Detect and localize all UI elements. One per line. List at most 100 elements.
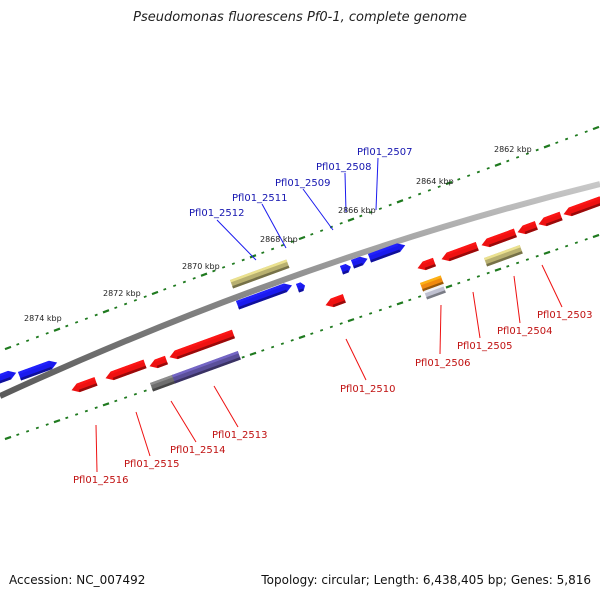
gene-body	[150, 374, 176, 392]
label-Pfl01_2509[interactable]: Pfl01_2509	[275, 178, 331, 189]
genome-title: Pseudomonas fluorescens Pf0-1, complete …	[133, 10, 467, 25]
leader-Pfl01_2508	[344, 172, 347, 213]
label-Pfl01_2504[interactable]: Pfl01_2504	[497, 326, 553, 337]
gene-lightgray-block[interactable]	[424, 284, 446, 300]
tick-mark	[143, 389, 147, 393]
gene-highlight	[236, 283, 285, 304]
gene-olive-block-upper[interactable]	[229, 259, 290, 289]
gene-red-long-left[interactable]	[168, 329, 235, 362]
tick-mark	[16, 433, 20, 436]
gene-highlight	[486, 228, 515, 241]
gene-shadow	[152, 380, 176, 392]
tick-mark	[133, 392, 138, 396]
tick-mark	[445, 284, 453, 289]
genome-backbone	[0, 181, 600, 399]
label-Pfl01_2506[interactable]: Pfl01_2506	[415, 358, 471, 369]
tick-mark	[525, 258, 530, 261]
gene-forward-left-2[interactable]	[18, 358, 59, 381]
gene-shadow	[524, 227, 538, 235]
label-Pfl01_2513[interactable]: Pfl01_2513	[212, 430, 268, 441]
kbp-label: 2864 kbp	[416, 177, 454, 186]
tick-mark	[543, 250, 551, 255]
gene-forward-left-1[interactable]	[0, 368, 18, 385]
tick-mark	[123, 302, 128, 306]
gene-red-mid-3[interactable]	[480, 228, 517, 250]
gene-purple-block[interactable]	[172, 351, 241, 384]
label-Pfl01_2511[interactable]: Pfl01_2511	[232, 193, 288, 204]
tick-mark	[494, 162, 502, 167]
gene-Pfl01_2511[interactable]	[296, 281, 307, 293]
kbp-label: 2868 kbp	[260, 235, 298, 244]
outer-tick-ring	[4, 125, 600, 351]
tick-mark	[359, 214, 363, 218]
label-Pfl01_2510[interactable]: Pfl01_2510	[340, 384, 396, 395]
tick-mark	[347, 318, 355, 323]
label-Pfl01_2503[interactable]: Pfl01_2503	[537, 310, 593, 321]
tick-mark	[319, 229, 324, 233]
label-Pfl01_2507[interactable]: Pfl01_2507	[357, 147, 413, 158]
tick-mark	[35, 426, 40, 430]
gene-Pfl01_2507[interactable]	[368, 241, 407, 263]
tick-mark	[114, 399, 118, 403]
gene-red-right-1[interactable]	[537, 211, 563, 229]
tick-mark	[53, 327, 61, 332]
gene-highlight	[422, 257, 434, 264]
gene-olive-block-right[interactable]	[484, 245, 523, 267]
gene-shadow	[448, 248, 479, 262]
gene-red-small-left[interactable]	[148, 355, 168, 371]
label-Pfl01_2512[interactable]: Pfl01_2512	[189, 208, 245, 219]
tick-mark	[290, 240, 294, 244]
tick-rings	[4, 125, 600, 441]
gene-shadow	[370, 249, 401, 263]
leader-Pfl01_2510	[345, 338, 367, 381]
tick-mark	[151, 290, 159, 296]
tick-mark	[555, 248, 559, 251]
label-Pfl01_2514[interactable]: Pfl01_2514	[170, 445, 226, 456]
gene-red-mid-1[interactable]	[416, 257, 436, 273]
gene-highlight	[110, 359, 145, 374]
gene-Pfl01_2508[interactable]	[351, 255, 369, 269]
gene-orange-block[interactable]	[420, 275, 444, 292]
gene-Pfl01_2509[interactable]	[340, 263, 352, 275]
tick-mark	[35, 335, 40, 339]
tick-mark	[200, 272, 208, 277]
gene-highlight	[522, 221, 536, 228]
gene-highlight	[543, 211, 561, 220]
gene-Pfl01_2510[interactable]	[324, 294, 346, 309]
tick-mark	[25, 339, 30, 343]
label-Pfl01_2505[interactable]: Pfl01_2505	[457, 341, 513, 352]
gene-shadow	[570, 202, 600, 217]
gene-red-mid-4[interactable]	[516, 221, 538, 236]
gene-Pfl01_2515[interactable]	[104, 359, 147, 383]
tick-mark	[290, 339, 294, 342]
tick-mark	[212, 269, 216, 273]
tick-mark	[4, 345, 12, 351]
tick-mark	[84, 317, 89, 321]
tick-mark	[280, 243, 285, 247]
gene-highlight	[351, 256, 361, 263]
gene-highlight	[18, 360, 50, 375]
tick-mark	[378, 308, 383, 312]
tick-mark	[74, 320, 79, 324]
tick-mark	[525, 152, 530, 156]
label-Pfl01_2516[interactable]: Pfl01_2516	[73, 475, 129, 486]
tick-mark	[123, 396, 128, 399]
gene-red-right-2[interactable]	[562, 196, 600, 218]
label-Pfl01_2508[interactable]: Pfl01_2508	[316, 162, 372, 173]
gene-red-mid-2[interactable]	[440, 242, 479, 263]
tick-mark	[65, 324, 69, 328]
tick-mark	[249, 351, 257, 356]
tick-mark	[408, 298, 412, 302]
leader-Pfl01_2505	[472, 291, 481, 339]
gene-Pfl01_2516[interactable]	[70, 377, 98, 394]
gene-gray-block[interactable]	[150, 374, 176, 392]
tick-mark	[584, 130, 588, 134]
label-Pfl01_2515[interactable]: Pfl01_2515	[124, 459, 180, 470]
tick-mark	[466, 278, 471, 282]
tick-mark	[378, 207, 383, 211]
gene-highlight	[154, 355, 166, 362]
gene-Pfl01_2512[interactable]	[236, 281, 294, 310]
gene-highlight	[368, 243, 398, 257]
